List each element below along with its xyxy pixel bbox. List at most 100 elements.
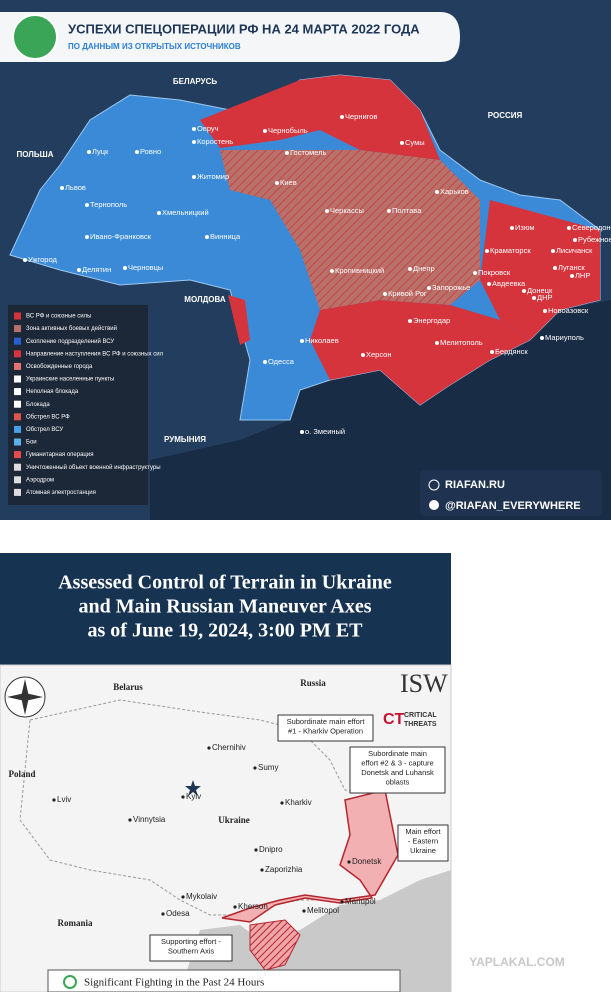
city-label: Мелитополь (440, 338, 483, 347)
legend-swatch (14, 350, 21, 358)
legend-label: Уничтоженный объект военной инфраструкту… (26, 464, 161, 471)
city-dot (551, 249, 555, 253)
annotation: Main effort (405, 827, 441, 836)
logo-ct-text: THREATS (404, 721, 437, 728)
annotation: Subordinate main (368, 749, 427, 758)
city-label: Ивано-Франковск (90, 232, 152, 241)
legend-label: Украинские населенные пункты (26, 377, 114, 383)
city-label: Донецк (527, 286, 553, 295)
country-label: РОССИЯ (488, 111, 523, 120)
city-dot (435, 341, 439, 345)
city-dot (473, 271, 477, 275)
city-label: Запорожье (432, 283, 470, 292)
city-label: Новоазовск (548, 306, 589, 315)
city-dot (400, 141, 404, 145)
city-dot (128, 818, 132, 822)
header-banner (0, 12, 460, 62)
legend-label: Освобожденные города (26, 364, 93, 370)
legend-swatch (14, 451, 21, 459)
city-label: Donetsk (352, 857, 382, 866)
legend-label: Аэродром (26, 477, 54, 483)
city-label: Полтава (392, 206, 422, 215)
annotation-box (397, 824, 449, 862)
legend-swatch (14, 362, 21, 370)
city-dot (157, 211, 161, 215)
city-dot (135, 150, 139, 154)
city-label: Mykolaiv (186, 892, 217, 901)
legend-swatch (14, 337, 21, 345)
legend-swatch (14, 375, 21, 383)
legend-box (8, 305, 148, 505)
city-dot (490, 350, 494, 354)
telegram-icon (429, 500, 439, 510)
city-dot (181, 895, 185, 899)
legend-label: Зона активных боевых действий (26, 325, 117, 332)
annotation: #1 - Kharkiv Operation (288, 726, 363, 735)
city-label: Днепр (413, 264, 435, 273)
city-label: Энергодар (413, 316, 450, 325)
city-dot (340, 900, 344, 904)
annotation: oblasts (386, 777, 410, 786)
city-label: Odesa (166, 909, 190, 918)
city-label: Melitopol (307, 906, 339, 915)
city-dot (254, 848, 258, 852)
legend-label: Направление наступления ВС РФ и союзных … (26, 351, 164, 357)
logo-ct: CT (383, 711, 405, 728)
city-dot (85, 235, 89, 239)
sea2 (180, 870, 451, 992)
city-dot (205, 235, 209, 239)
legend-label: Гуманитарная операция (26, 452, 93, 458)
ukraine-border (19, 699, 396, 916)
country-label: Poland (8, 769, 35, 779)
city-label: Львов (65, 183, 86, 192)
map2-title: Assessed Control of Terrain in Ukraine (58, 572, 392, 594)
city-dot (123, 266, 127, 270)
legend-swatch (14, 476, 21, 484)
city-label: Николаев (305, 336, 339, 345)
city-dot (192, 175, 196, 179)
city-dot (485, 249, 489, 253)
city-dot (567, 226, 571, 230)
city-label: Изюм (515, 223, 535, 232)
city-dot (340, 115, 344, 119)
city-label: Ровно (140, 147, 161, 156)
footer-box (420, 470, 602, 516)
city-label: Житомир (197, 172, 229, 181)
city-label: Овруч (197, 124, 219, 133)
city-dot (522, 289, 526, 293)
legend-label: Бои (26, 440, 37, 446)
city-label: Херсон (366, 350, 392, 359)
city-dot (60, 186, 64, 190)
city-dot (300, 339, 304, 343)
city-label: Kyiv (186, 792, 201, 801)
crimea (249, 919, 301, 971)
city-dot (532, 296, 536, 300)
legend-swatch (14, 425, 21, 433)
city-label: Покровск (478, 268, 511, 277)
city-label: Делятин (82, 265, 111, 274)
annotation-box (277, 714, 374, 742)
city-dot (347, 860, 351, 864)
city-label: Mariupol (345, 897, 376, 906)
logo (12, 14, 58, 60)
russian-zone-south (310, 300, 530, 405)
country-label: ПОЛЬША (17, 150, 54, 159)
city-label: Kherson (238, 902, 268, 911)
legend-symbol (63, 975, 77, 989)
city-dot (263, 360, 267, 364)
city-label: Ужгород (28, 255, 57, 264)
city-label: Lviv (57, 795, 71, 804)
city-dot (207, 746, 211, 750)
city-label: Kharkiv (285, 798, 312, 807)
city-label: Киев (280, 178, 297, 187)
annotation: Subordinate main effort (287, 717, 366, 726)
handle: @RIAFAN_EVERYWHERE (445, 500, 581, 512)
city-label: Хмельницкий (162, 208, 209, 217)
city-label: о. Змеиный (305, 427, 345, 436)
city-label: ЛНР (575, 271, 590, 280)
city-label: Zaporizhia (265, 865, 303, 874)
map1-subtitle: ПО ДАННЫМ ИЗ ОТКРЫТЫХ ИСТОЧНИКОВ (68, 42, 241, 51)
city-label: Харьков (440, 187, 469, 196)
city-label: Черкассы (330, 206, 364, 215)
city-dot (361, 353, 365, 357)
